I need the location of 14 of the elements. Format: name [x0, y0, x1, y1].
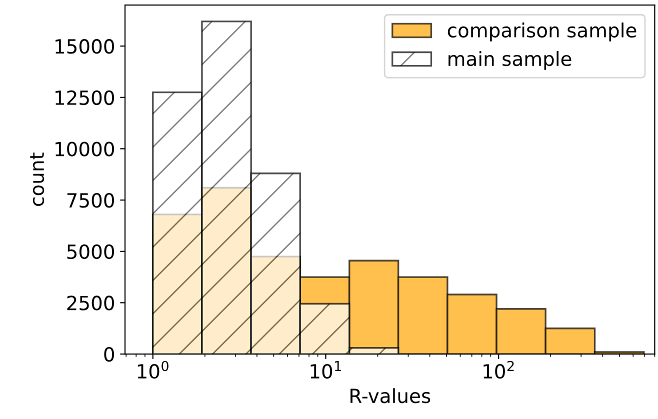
- x-tick-label: 10$^{1}$: [310, 361, 341, 379]
- legend-label: main sample: [448, 51, 572, 70]
- y-tick-label: 10000: [56, 142, 114, 156]
- y-tick-label: 7500: [67, 193, 114, 208]
- y-tick-label: 5000: [67, 244, 114, 260]
- y-tick-label: 12500: [56, 90, 114, 106]
- y-tick-label: 15000: [56, 39, 114, 54]
- x-tick-label: 10$^{2}$: [484, 360, 514, 379]
- y-axis-title: count: [30, 152, 44, 206]
- x-axis-title: R-values: [350, 388, 430, 404]
- x-tick-label: 10$^{0}$: [138, 360, 168, 379]
- y-tick-label: 0: [104, 347, 114, 362]
- legend-label: comparison sample: [448, 22, 636, 42]
- y-tick-label: 2500: [67, 296, 114, 310]
